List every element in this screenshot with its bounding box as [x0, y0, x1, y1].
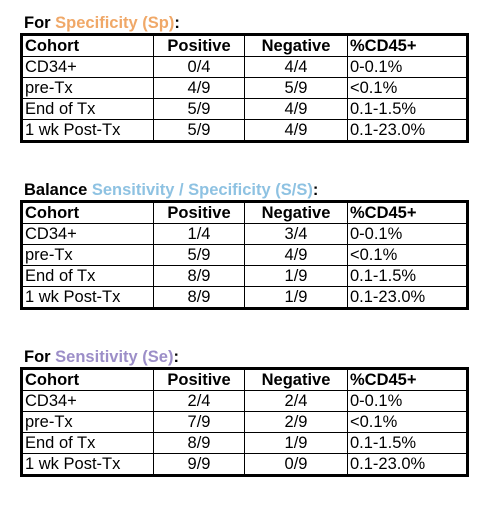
balance-table: Cohort Positive Negative %CD45+ CD34+ 1/… — [20, 200, 469, 310]
cohort-cell: End of Tx — [21, 432, 154, 454]
heading-highlight: Sensitivity / Specificity (S/S) — [91, 181, 313, 199]
negative-cell: 2/4 — [244, 390, 348, 412]
specificity-table: Cohort Positive Negative %CD45+ CD34+ 0/… — [20, 33, 469, 143]
cohort-cell: CD34+ — [21, 223, 154, 245]
cd45-cell: 0-0.1% — [347, 56, 468, 78]
cohort-cell: pre-Tx — [21, 77, 154, 99]
table-row: 1 wk Post-Tx 8/9 1/9 0.1-23.0% — [21, 286, 468, 309]
heading-prefix: Balance — [24, 181, 92, 199]
table-row: CD34+ 1/4 3/4 0-0.1% — [21, 223, 468, 245]
negative-cell: 4/9 — [244, 98, 348, 120]
cd45-cell: 0.1-1.5% — [347, 98, 468, 120]
specificity-section: For Specificity (Sp): Cohort Positive Ne… — [20, 14, 469, 143]
cohort-cell: 1 wk Post-Tx — [21, 119, 154, 142]
negative-cell: 0/9 — [244, 453, 348, 476]
table-row: 1 wk Post-Tx 5/9 4/9 0.1-23.0% — [21, 119, 468, 142]
negative-cell: 1/9 — [244, 265, 348, 287]
heading-suffix: : — [312, 181, 319, 199]
col-header-positive: Positive — [153, 368, 245, 391]
col-header-negative: Negative — [244, 368, 348, 391]
negative-cell: 3/4 — [244, 223, 348, 245]
cd45-cell: 0.1-23.0% — [347, 119, 468, 142]
table-row: CD34+ 0/4 4/4 0-0.1% — [21, 56, 468, 78]
positive-cell: 8/9 — [153, 286, 245, 309]
negative-cell: 5/9 — [244, 77, 348, 99]
col-header-cohort: Cohort — [21, 368, 154, 391]
header-row: Cohort Positive Negative %CD45+ — [21, 34, 468, 57]
table-row: 1 wk Post-Tx 9/9 0/9 0.1-23.0% — [21, 453, 468, 476]
cohort-cell: 1 wk Post-Tx — [21, 453, 154, 476]
positive-cell: 5/9 — [153, 119, 245, 142]
cohort-cell: pre-Tx — [21, 411, 154, 433]
cd45-cell: <0.1% — [347, 77, 468, 99]
col-header-negative: Negative — [244, 201, 348, 224]
heading-suffix: : — [173, 348, 179, 366]
heading-prefix: For — [24, 14, 56, 32]
cd45-cell: <0.1% — [347, 411, 468, 433]
section-heading: For Specificity (Sp): — [20, 14, 466, 33]
negative-cell: 1/9 — [244, 432, 348, 454]
section-heading: Balance Sensitivity / Specificity (S/S): — [20, 181, 466, 200]
col-header-cd45: %CD45+ — [347, 201, 468, 224]
positive-cell: 7/9 — [153, 411, 245, 433]
positive-cell: 8/9 — [153, 265, 245, 287]
cd45-cell: <0.1% — [347, 244, 468, 266]
positive-cell: 9/9 — [153, 453, 245, 476]
heading-suffix: : — [174, 14, 180, 32]
heading-prefix: For — [24, 348, 56, 366]
cd45-cell: 0.1-1.5% — [347, 265, 468, 287]
cohort-cell: CD34+ — [21, 390, 154, 412]
cd45-cell: 0-0.1% — [347, 223, 468, 245]
positive-cell: 1/4 — [153, 223, 245, 245]
balance-section: Balance Sensitivity / Specificity (S/S):… — [20, 181, 469, 310]
table-row: CD34+ 2/4 2/4 0-0.1% — [21, 390, 468, 412]
positive-cell: 8/9 — [153, 432, 245, 454]
col-header-cd45: %CD45+ — [347, 368, 468, 391]
cohort-cell: 1 wk Post-Tx — [21, 286, 154, 309]
heading-highlight: Sensitivity (Se) — [55, 348, 174, 366]
positive-cell: 0/4 — [153, 56, 245, 78]
negative-cell: 2/9 — [244, 411, 348, 433]
table-row: End of Tx 8/9 1/9 0.1-1.5% — [21, 432, 468, 454]
col-header-positive: Positive — [153, 34, 245, 57]
table-row: End of Tx 5/9 4/9 0.1-1.5% — [21, 98, 468, 120]
cd45-cell: 0.1-1.5% — [347, 432, 468, 454]
positive-cell: 5/9 — [153, 244, 245, 266]
negative-cell: 4/9 — [244, 119, 348, 142]
cd45-cell: 0.1-23.0% — [347, 453, 468, 476]
cd45-cell: 0.1-23.0% — [347, 286, 468, 309]
positive-cell: 4/9 — [153, 77, 245, 99]
sensitivity-section: For Sensitivity (Se): Cohort Positive Ne… — [20, 348, 469, 477]
col-header-cd45: %CD45+ — [347, 34, 468, 57]
table-row: pre-Tx 4/9 5/9 <0.1% — [21, 77, 468, 99]
negative-cell: 4/9 — [244, 244, 348, 266]
table-row: End of Tx 8/9 1/9 0.1-1.5% — [21, 265, 468, 287]
cohort-cell: End of Tx — [21, 98, 154, 120]
negative-cell: 4/4 — [244, 56, 348, 78]
col-header-positive: Positive — [153, 201, 245, 224]
col-header-negative: Negative — [244, 34, 348, 57]
sensitivity-table: Cohort Positive Negative %CD45+ CD34+ 2/… — [20, 367, 469, 477]
positive-cell: 5/9 — [153, 98, 245, 120]
col-header-cohort: Cohort — [21, 34, 154, 57]
table-row: pre-Tx 5/9 4/9 <0.1% — [21, 244, 468, 266]
negative-cell: 1/9 — [244, 286, 348, 309]
section-heading: For Sensitivity (Se): — [20, 348, 466, 367]
table-row: pre-Tx 7/9 2/9 <0.1% — [21, 411, 468, 433]
header-row: Cohort Positive Negative %CD45+ — [21, 201, 468, 224]
cohort-cell: pre-Tx — [21, 244, 154, 266]
col-header-cohort: Cohort — [21, 201, 154, 224]
cohort-cell: End of Tx — [21, 265, 154, 287]
header-row: Cohort Positive Negative %CD45+ — [21, 368, 468, 391]
cohort-cell: CD34+ — [21, 56, 154, 78]
positive-cell: 2/4 — [153, 390, 245, 412]
heading-highlight: Specificity (Sp) — [55, 14, 175, 32]
cd45-cell: 0-0.1% — [347, 390, 468, 412]
